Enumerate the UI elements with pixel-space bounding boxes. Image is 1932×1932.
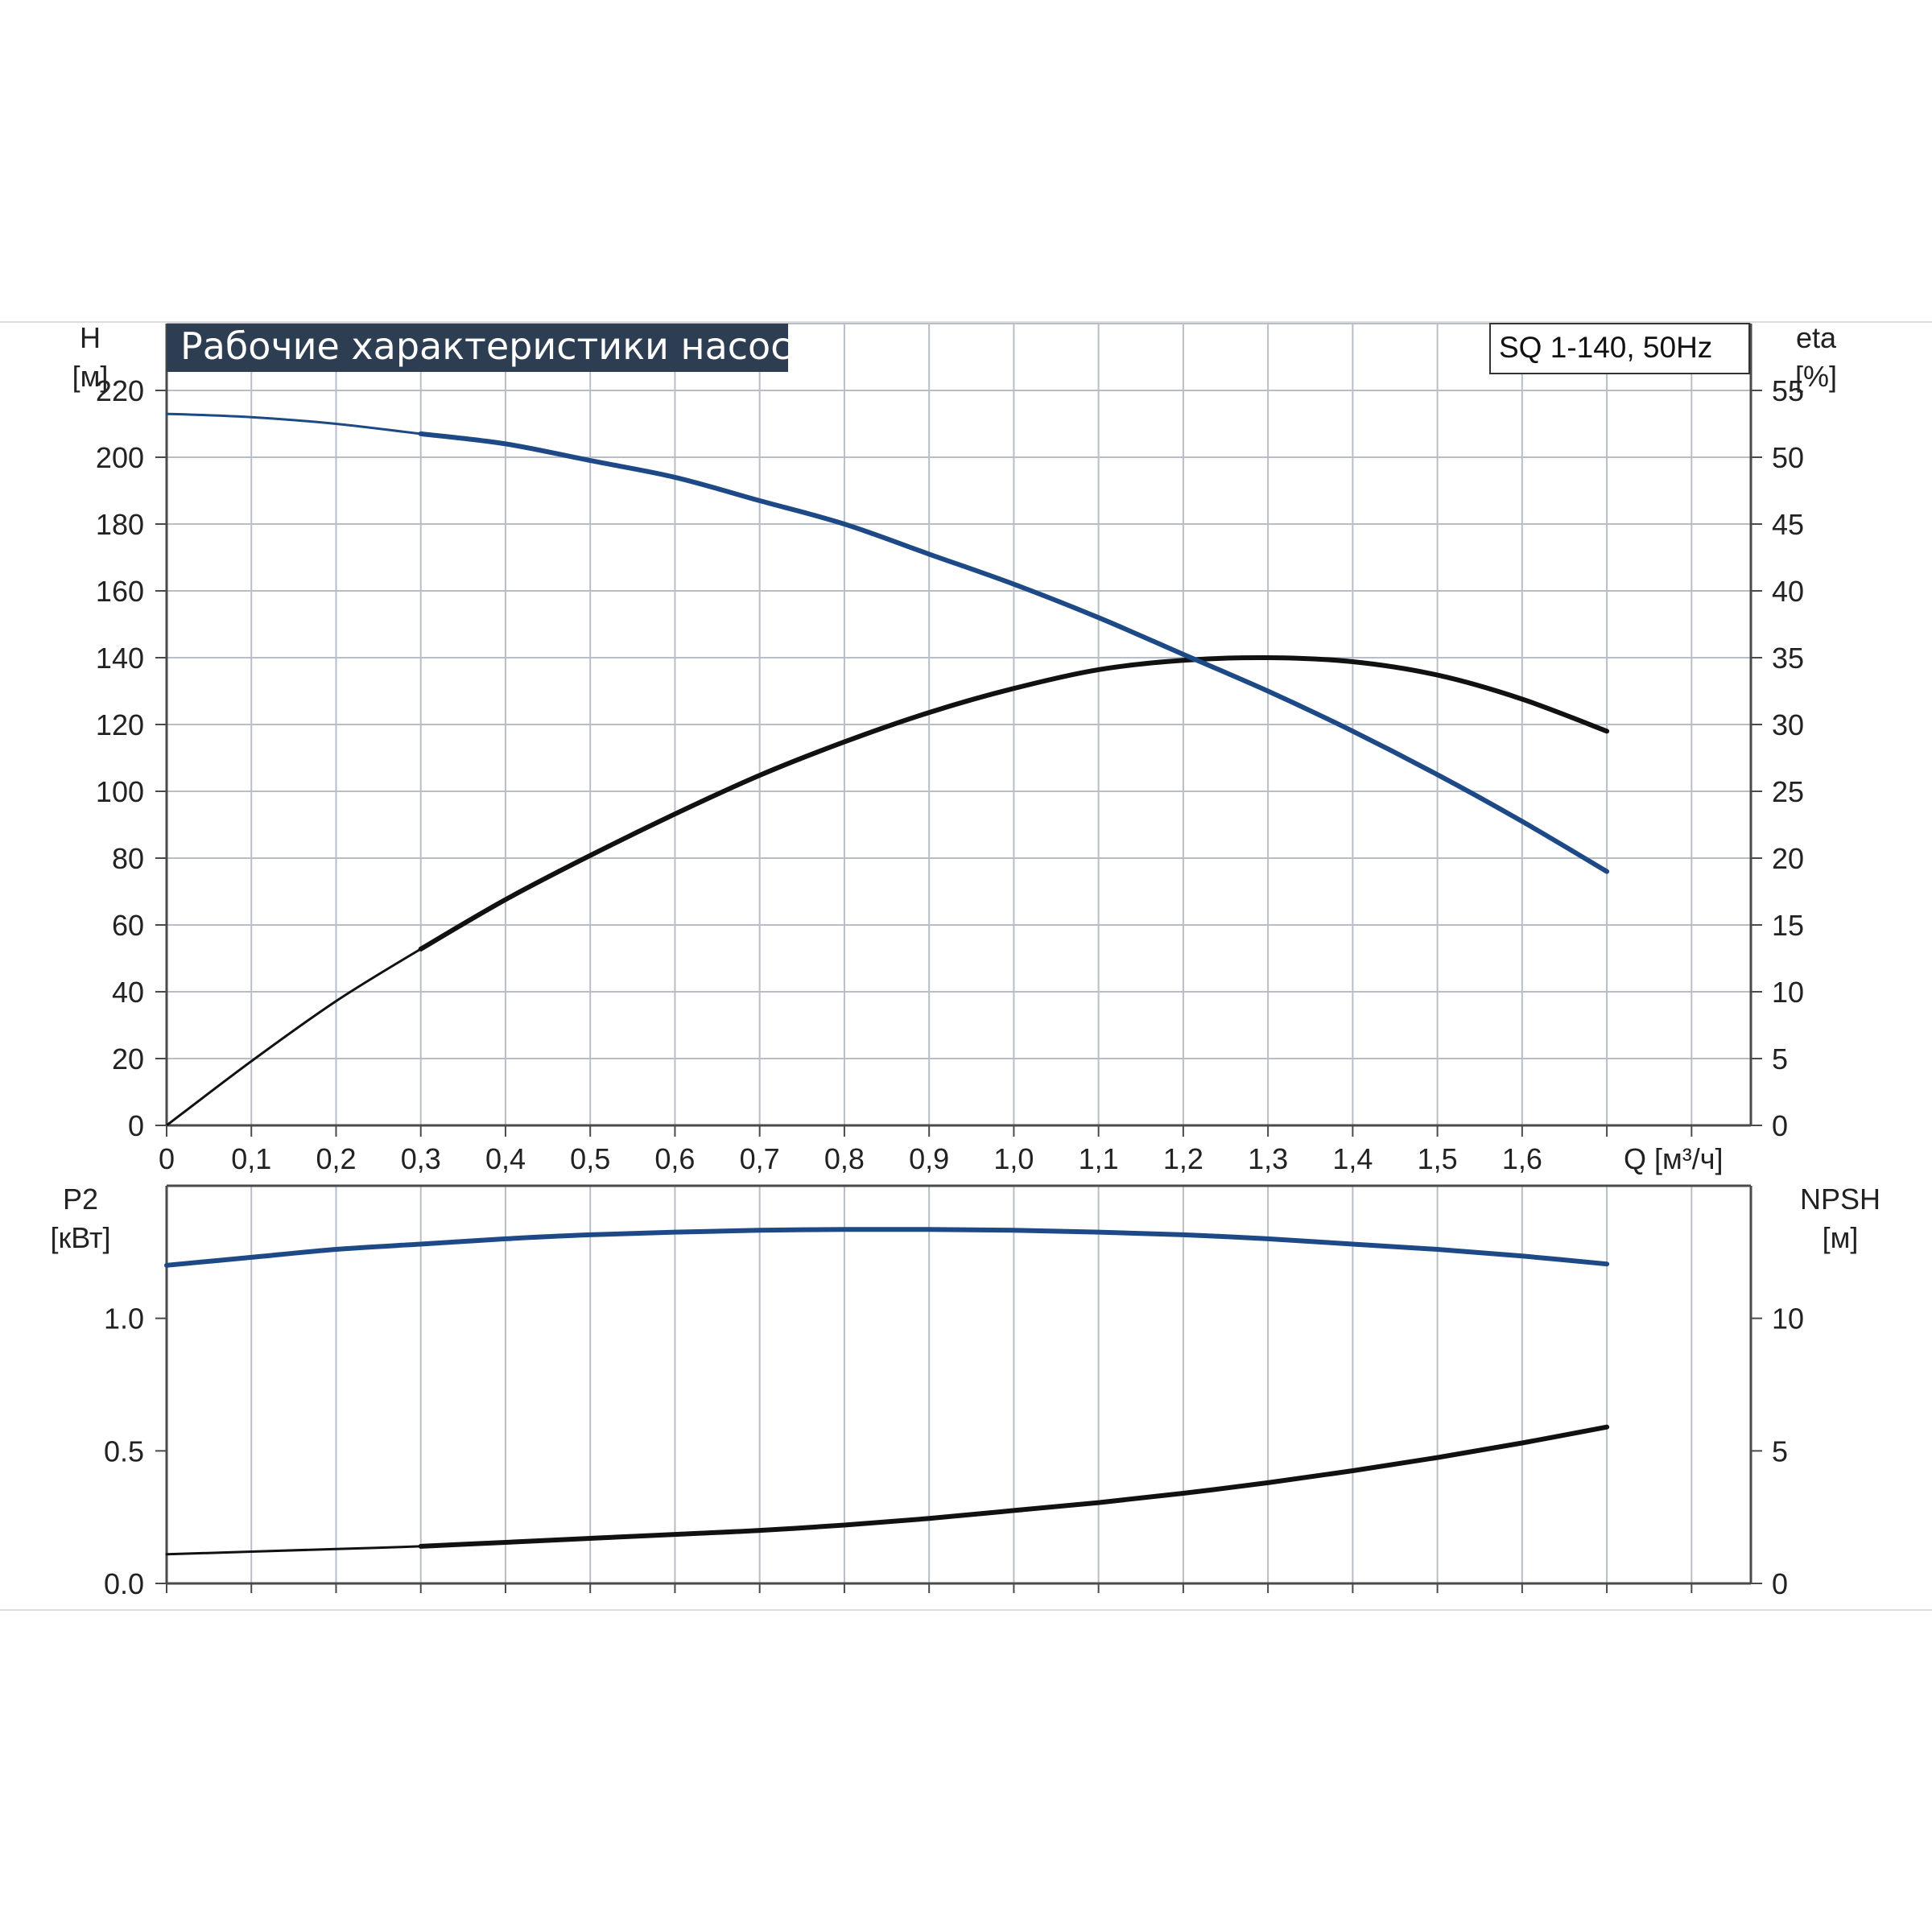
h-tick-label: 60 bbox=[112, 909, 144, 942]
chart-title: Рабочие характеристики насоса bbox=[180, 324, 814, 368]
q-tick-label: 0,4 bbox=[485, 1142, 526, 1175]
h-tick-label: 80 bbox=[112, 842, 144, 875]
eta-tick-label: 35 bbox=[1772, 642, 1804, 675]
eta-tick-label: 55 bbox=[1772, 374, 1804, 407]
npsh-axis-label: NPSH bbox=[1800, 1183, 1880, 1216]
chart-title-box bbox=[167, 324, 788, 372]
q-tick-label: 1,0 bbox=[993, 1142, 1034, 1175]
eta-tick-label: 10 bbox=[1772, 976, 1804, 1009]
q-tick-label: 0 bbox=[159, 1142, 175, 1175]
y-right-unit: [%] bbox=[1795, 360, 1837, 393]
q-tick-label: 0,3 bbox=[401, 1142, 441, 1175]
eta-tick-label: 50 bbox=[1772, 441, 1804, 474]
power-p2-curve bbox=[164, 1227, 1610, 1268]
lower-series bbox=[164, 1227, 1610, 1556]
h-tick-label: 120 bbox=[96, 708, 144, 741]
lower-panel: 0.0 0.5 1.0 0 5 10 P2 [кВт] NPSH [м] bbox=[50, 1183, 1880, 1600]
upper-panel: 0 20 40 60 80 100 120 140 160 180 200 220 0 5 10 15 20 25… bbox=[72, 321, 1837, 1175]
q-tick-label: 0,6 bbox=[654, 1142, 695, 1175]
q-tick-label: 0,7 bbox=[740, 1142, 780, 1175]
eta-tick-label: 5 bbox=[1772, 1042, 1788, 1075]
npsh-curve bbox=[418, 1424, 1610, 1549]
q-tick-label: 0,5 bbox=[570, 1142, 610, 1175]
h-tick-label: 200 bbox=[96, 441, 144, 474]
y-left-label: H bbox=[80, 321, 101, 354]
x-axis-label: Q [м³/ч] bbox=[1624, 1142, 1724, 1175]
q-tick-label: 0,2 bbox=[316, 1142, 356, 1175]
y-left-unit: [м] bbox=[72, 360, 109, 393]
npsh-tick-label: 10 bbox=[1772, 1302, 1804, 1335]
p2-tick-label: 1.0 bbox=[104, 1302, 144, 1335]
eta-tick-label: 20 bbox=[1772, 842, 1804, 875]
model-box bbox=[1489, 323, 1750, 374]
q-tick-label: 0,9 bbox=[909, 1142, 949, 1175]
h-tick-label: 40 bbox=[112, 976, 144, 1009]
h-tick-label: 20 bbox=[112, 1042, 144, 1075]
eta-tick-label: 40 bbox=[1772, 575, 1804, 608]
h-tick-label: 100 bbox=[96, 775, 144, 808]
npsh-tick-label: 5 bbox=[1772, 1435, 1788, 1468]
efficiency-curve bbox=[418, 654, 1610, 952]
upper-ticks: 0 20 40 60 80 100 120 140 160 180 200 220 0 5 10 15 20 25… bbox=[96, 374, 1804, 1175]
h-tick-label: 0 bbox=[128, 1109, 144, 1142]
q-tick-label: 1,1 bbox=[1079, 1142, 1119, 1175]
p2-axis-label: P2 bbox=[63, 1183, 98, 1216]
eta-tick-label: 15 bbox=[1772, 909, 1804, 942]
h-tick-label: 160 bbox=[96, 575, 144, 608]
p2-tick-label: 0.0 bbox=[104, 1567, 144, 1600]
p2-tick-label: 0.5 bbox=[104, 1435, 144, 1468]
q-tick-label: 0,8 bbox=[824, 1142, 865, 1175]
q-tick-label: 1,6 bbox=[1502, 1142, 1542, 1175]
q-tick-label: 0,1 bbox=[231, 1142, 271, 1175]
q-tick-label: 1,5 bbox=[1418, 1142, 1458, 1175]
lower-grid bbox=[250, 1186, 1693, 1583]
h-tick-label: 180 bbox=[96, 508, 144, 541]
eta-tick-label: 0 bbox=[1772, 1109, 1788, 1142]
npsh-tick-label: 0 bbox=[1772, 1567, 1788, 1600]
lower-axes bbox=[165, 1184, 1752, 1585]
q-tick-label: 1,3 bbox=[1248, 1142, 1288, 1175]
q-tick-label: 1,4 bbox=[1332, 1142, 1373, 1175]
eta-tick-label: 30 bbox=[1772, 708, 1804, 741]
p2-axis-unit: [кВт] bbox=[50, 1221, 110, 1254]
head-curve bbox=[418, 431, 1610, 874]
npsh-axis-unit: [м] bbox=[1823, 1221, 1859, 1254]
eta-tick-label: 25 bbox=[1772, 775, 1804, 808]
eta-tick-label: 45 bbox=[1772, 508, 1804, 541]
lower-ticks: 0.0 0.5 1.0 0 5 10 bbox=[104, 1302, 1804, 1600]
h-tick-label: 140 bbox=[96, 642, 144, 675]
y-right-label: eta bbox=[1796, 321, 1837, 354]
upper-grid bbox=[167, 323, 1751, 1125]
h-tick-label: 220 bbox=[96, 374, 144, 407]
model-label: SQ 1-140, 50Hz bbox=[1499, 331, 1712, 364]
q-tick-label: 1,2 bbox=[1163, 1142, 1203, 1175]
upper-series bbox=[165, 412, 1610, 1127]
